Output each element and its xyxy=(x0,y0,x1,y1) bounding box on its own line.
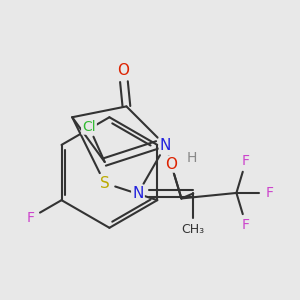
Text: F: F xyxy=(242,154,250,168)
Text: F: F xyxy=(26,211,34,225)
Text: S: S xyxy=(100,176,110,190)
Text: O: O xyxy=(117,63,129,78)
Text: Cl: Cl xyxy=(82,120,96,134)
Text: H: H xyxy=(187,151,197,165)
Text: N: N xyxy=(160,138,171,153)
Text: N: N xyxy=(132,186,144,201)
Text: CH₃: CH₃ xyxy=(182,223,205,236)
Text: F: F xyxy=(242,218,250,232)
Text: F: F xyxy=(266,186,274,200)
Text: O: O xyxy=(165,157,177,172)
